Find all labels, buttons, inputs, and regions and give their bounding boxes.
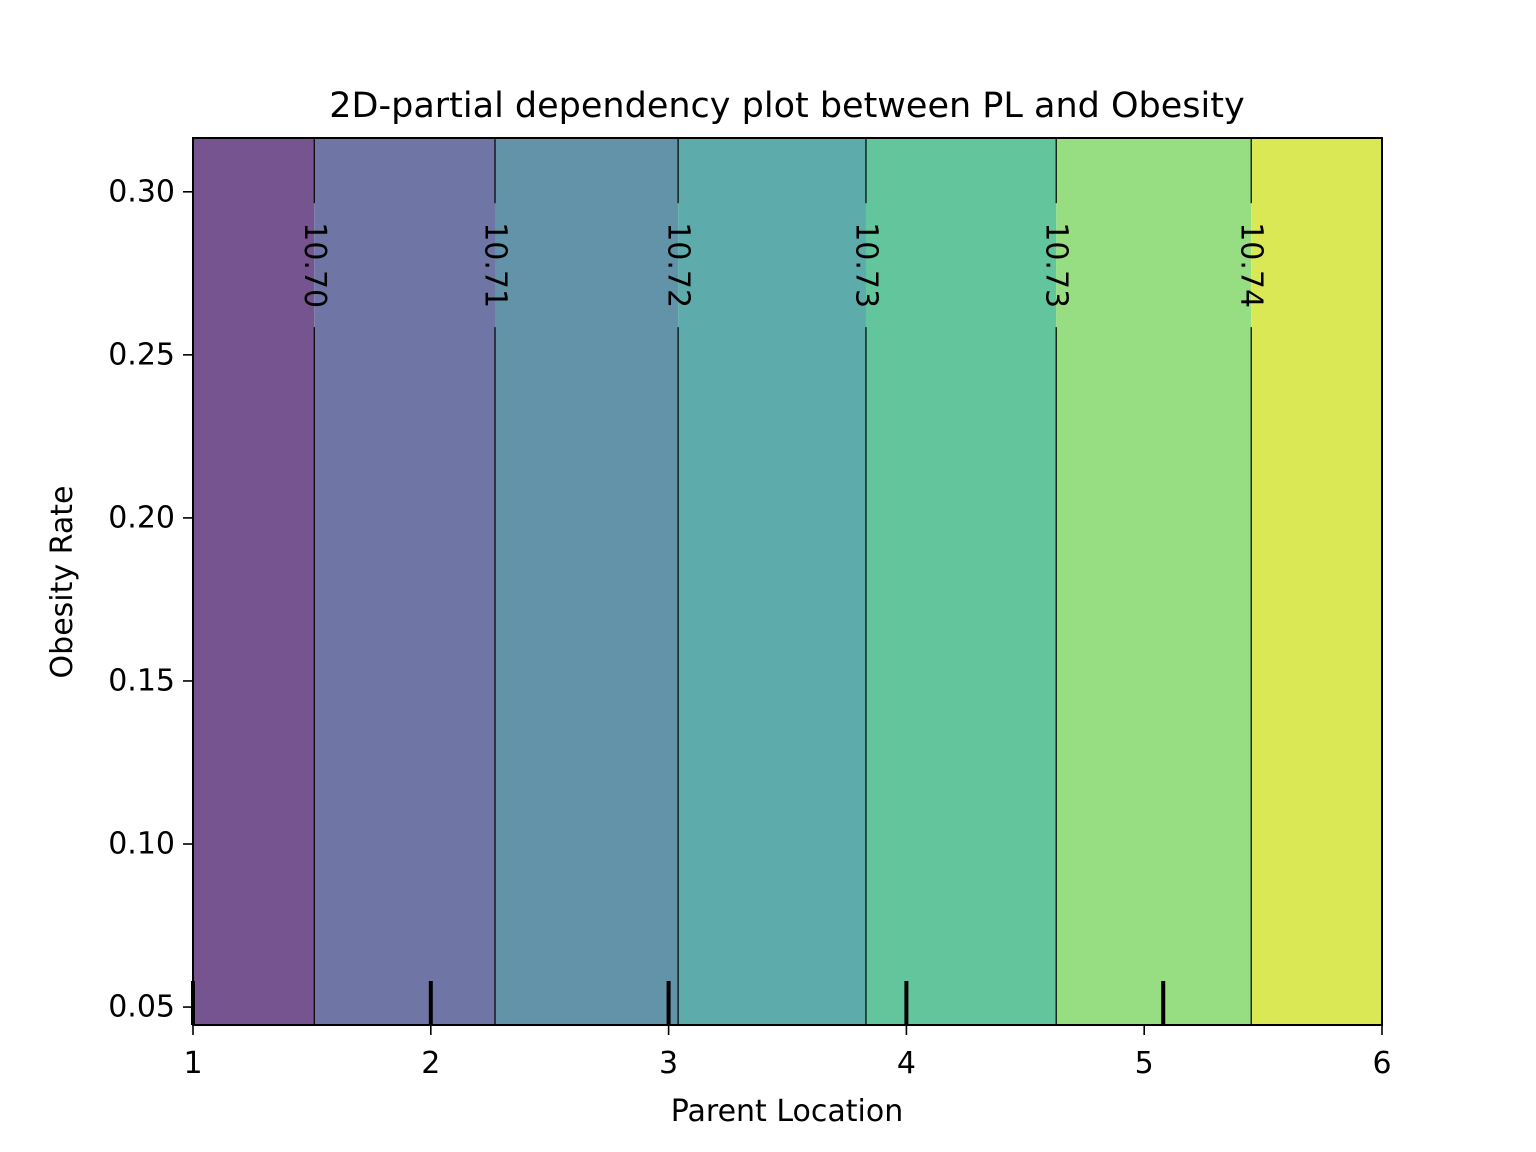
contour-band-1 bbox=[193, 138, 315, 1025]
contour-band-7 bbox=[1251, 138, 1382, 1025]
y-tick-label-5: 0.25 bbox=[108, 337, 175, 372]
x-tick-label-2: 2 bbox=[421, 1046, 440, 1081]
y-tick-label-3: 0.15 bbox=[108, 663, 175, 698]
contour-band-5 bbox=[865, 138, 1057, 1025]
y-tick-label-4: 0.20 bbox=[108, 500, 175, 535]
plot-frame bbox=[192, 137, 1383, 1026]
y-axis: 0.05 0.10 0.15 0.20 0.25 0.30 bbox=[108, 174, 193, 1025]
x-axis: 1 2 3 4 5 6 bbox=[183, 1025, 1392, 1081]
x-tick-label-3: 3 bbox=[659, 1046, 678, 1081]
contour-bands bbox=[193, 138, 1382, 1025]
chart-title: 2D-partial dependency plot between PL an… bbox=[329, 86, 1244, 126]
contour-label-2: 10.71 bbox=[478, 222, 513, 308]
y-tick-label-1: 0.05 bbox=[108, 990, 175, 1025]
y-tick-label-6: 0.30 bbox=[108, 174, 175, 209]
contour-label-4: 10.73 bbox=[848, 222, 883, 308]
x-tick-label-1: 1 bbox=[183, 1046, 202, 1081]
contour-label-1: 10.70 bbox=[297, 222, 332, 308]
x-axis-label: Parent Location bbox=[671, 1094, 903, 1129]
x-tick-label-6: 6 bbox=[1372, 1046, 1391, 1081]
contour-label-5: 10.73 bbox=[1039, 222, 1074, 308]
y-tick-label-2: 0.10 bbox=[108, 827, 175, 862]
contour-band-6 bbox=[1056, 138, 1252, 1025]
x-tick-label-5: 5 bbox=[1135, 1046, 1154, 1081]
contour-band-2 bbox=[314, 138, 496, 1025]
contour-label-6: 10.74 bbox=[1234, 222, 1269, 308]
contour-band-4 bbox=[678, 138, 866, 1025]
contour-lines: 10.70 10.71 10.72 10.73 10.73 10.74 bbox=[297, 138, 1269, 1025]
contour-label-3: 10.72 bbox=[661, 222, 696, 308]
contour-band-3 bbox=[495, 138, 679, 1025]
x-tick-label-4: 4 bbox=[897, 1046, 916, 1081]
y-axis-label: Obesity Rate bbox=[45, 486, 80, 679]
